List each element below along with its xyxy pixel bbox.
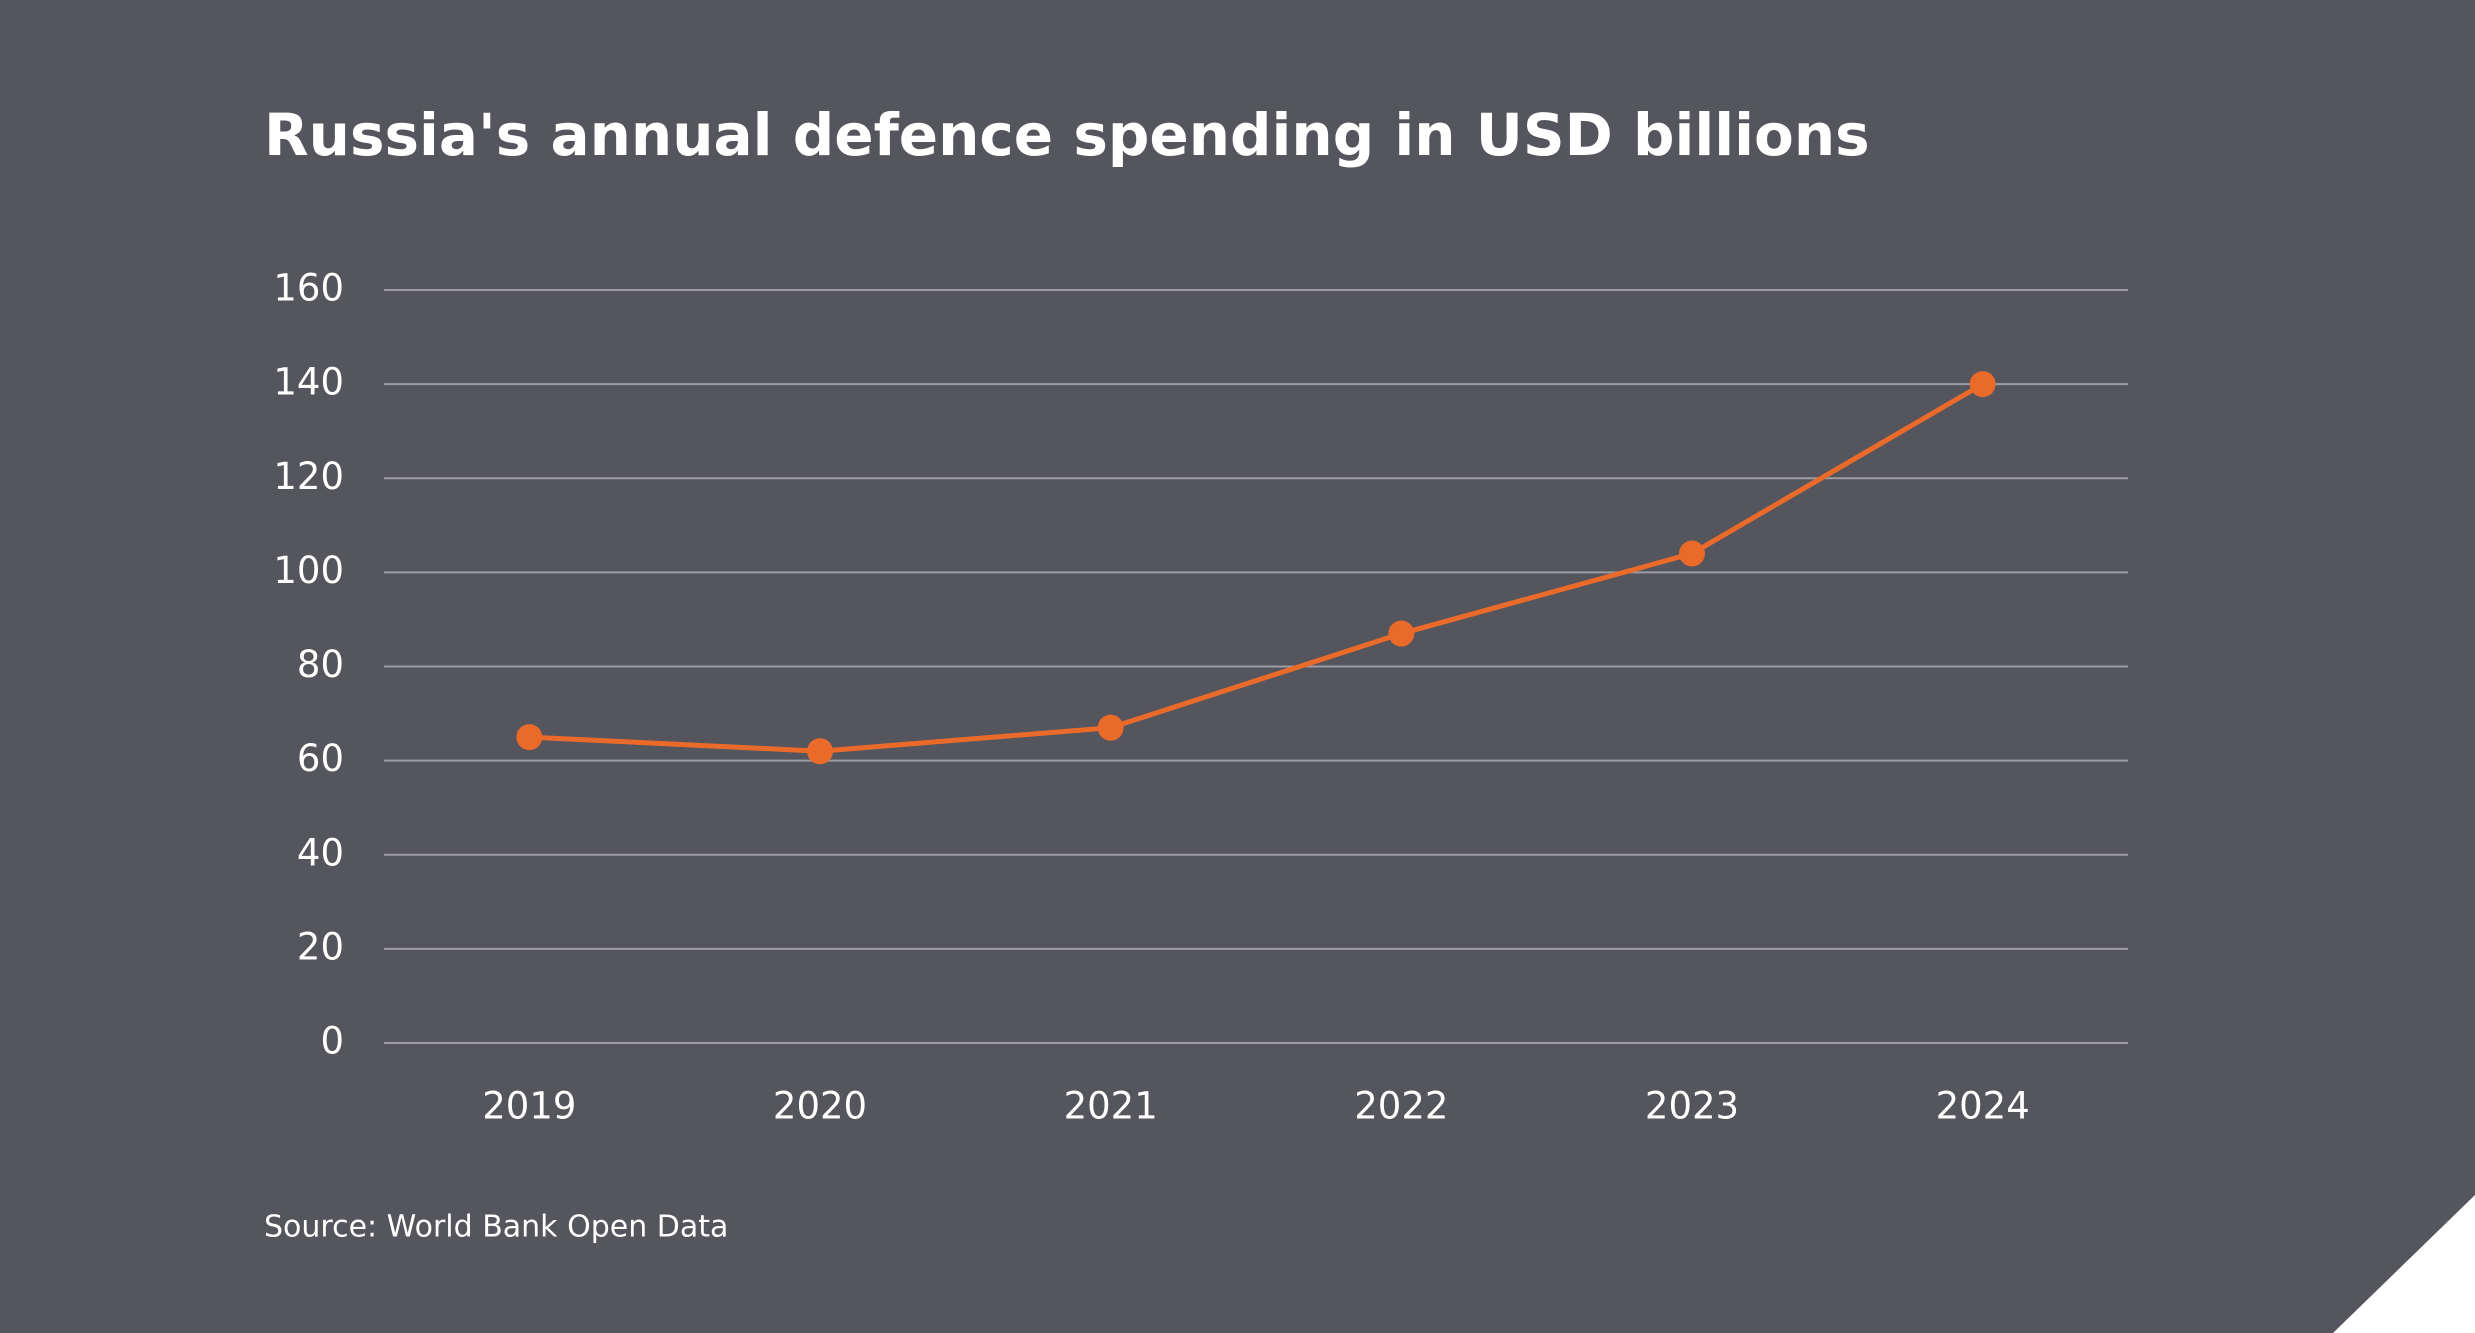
x-tick-label: 2019	[482, 1085, 576, 1128]
y-tick-label: 100	[273, 549, 344, 592]
data-point	[1097, 714, 1124, 741]
y-tick-label: 140	[273, 361, 344, 404]
x-tick-label: 2020	[773, 1085, 867, 1128]
data-point	[1679, 540, 1705, 567]
y-tick-label: 40	[297, 831, 344, 874]
y-tick-label: 160	[273, 267, 344, 310]
x-tick-label: 2022	[1354, 1085, 1448, 1128]
x-tick-label: 2024	[1936, 1085, 2030, 1128]
data-point	[807, 738, 833, 765]
x-tick-label: 2021	[1064, 1085, 1158, 1128]
y-tick-label: 0	[320, 1020, 344, 1063]
data-point	[516, 724, 543, 751]
y-tick-label: 60	[297, 737, 344, 780]
chart-title: Russia's annual defence spending in USD …	[264, 101, 1870, 169]
y-tick-label: 120	[273, 455, 344, 498]
source-note: Source: World Bank Open Data	[264, 1210, 728, 1245]
y-tick-label: 20	[297, 925, 344, 968]
corner-cut	[2333, 1195, 2475, 1333]
data-point	[1388, 620, 1415, 647]
data-point	[1969, 371, 1996, 398]
x-tick-label: 2023	[1645, 1085, 1739, 1128]
data-line	[529, 381, 1984, 754]
y-tick-label: 80	[297, 643, 344, 686]
